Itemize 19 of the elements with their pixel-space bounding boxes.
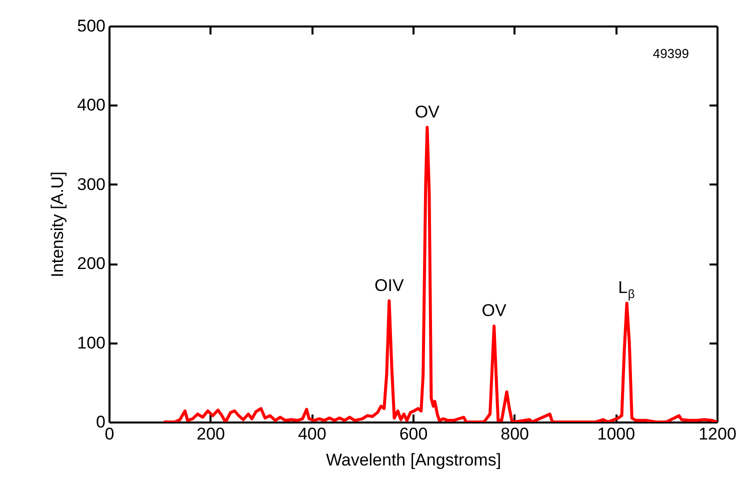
annotation: OIV (374, 276, 404, 295)
x-tick-label: 800 (500, 424, 530, 444)
y-axis-title: Intensity [A.U] (48, 172, 68, 278)
y-tick-label: 200 (77, 254, 106, 274)
annotation: 49399 (652, 46, 689, 61)
y-tick-label: 500 (77, 16, 106, 36)
annotation: OV (414, 102, 440, 122)
x-axis-title: Wavelenth [Angstroms] (326, 450, 502, 470)
x-tick-label: 1000 (597, 424, 636, 444)
x-tick-label: 1200 (698, 424, 736, 444)
y-tick-label: 300 (77, 174, 106, 194)
x-tick-label: 200 (196, 424, 226, 444)
x-tick-label: 600 (399, 424, 428, 444)
line-series (163, 126, 717, 422)
annotation: OV (482, 301, 508, 320)
x-tick-label: 400 (298, 424, 326, 444)
y-tick-label: 400 (77, 96, 106, 115)
y-tick-label: 100 (77, 333, 106, 352)
y-tick-label: 0 (96, 412, 106, 432)
